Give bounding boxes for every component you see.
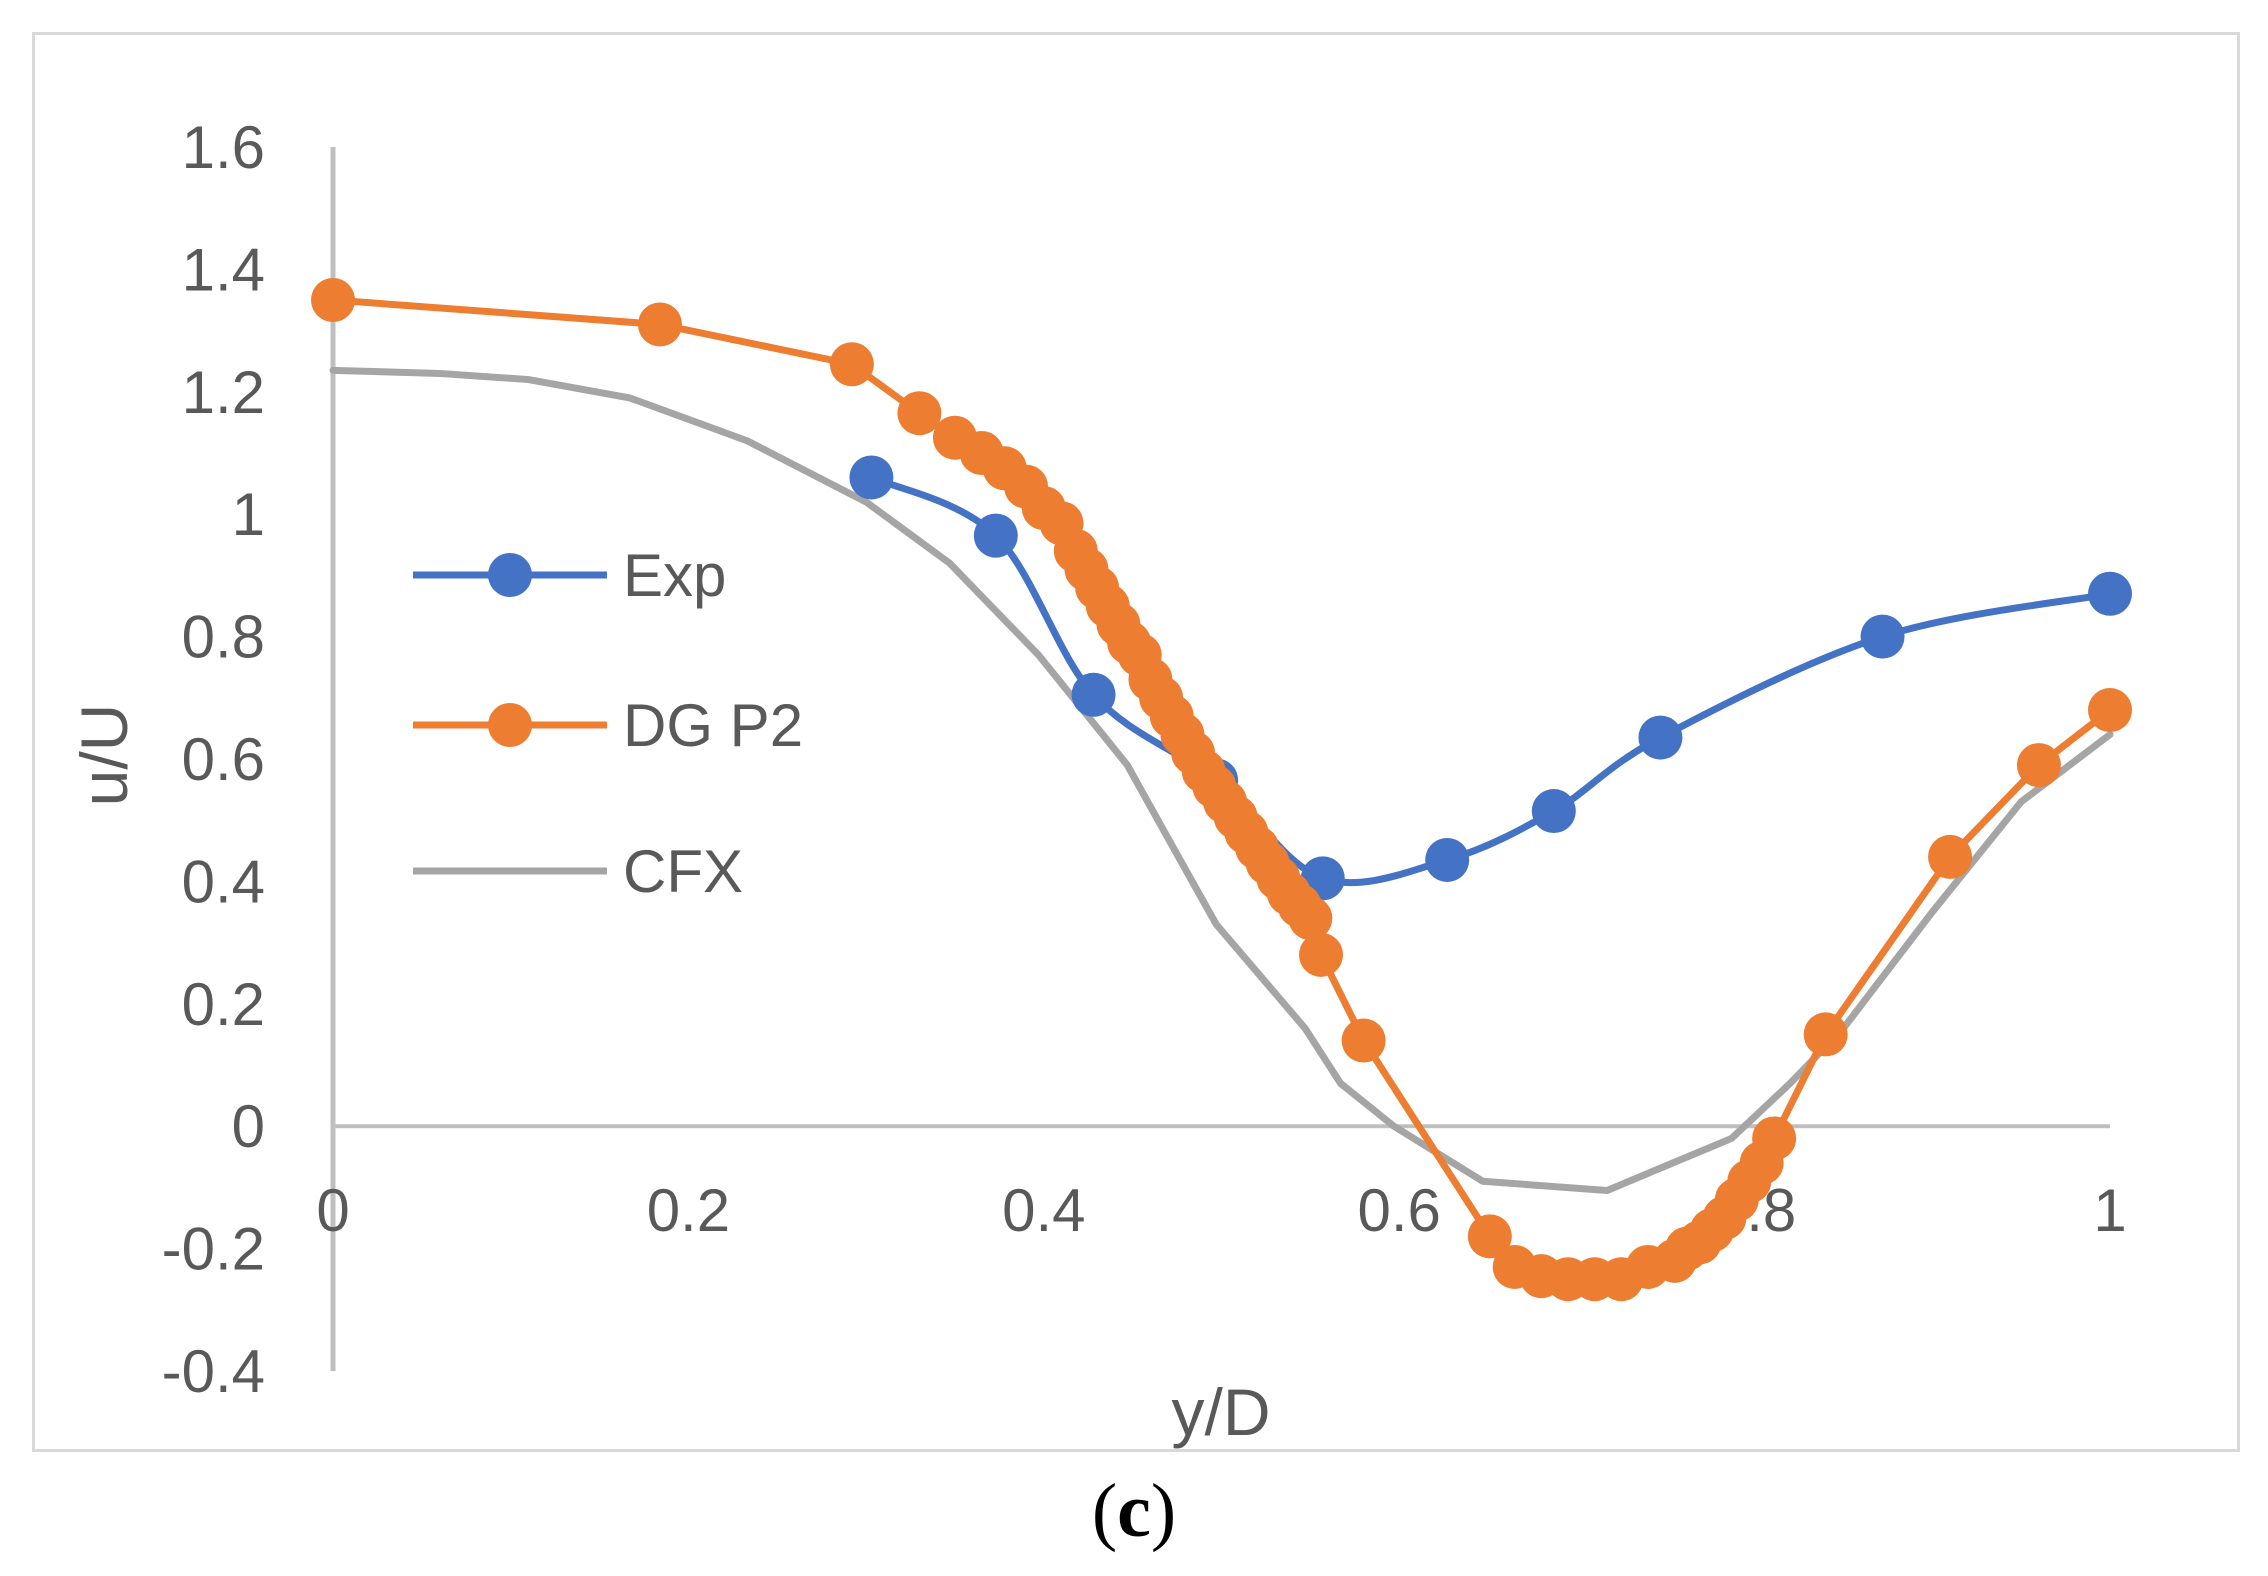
data-point-dg-p2 xyxy=(311,278,355,322)
legend-label-exp: Exp xyxy=(623,542,726,609)
legend: Exp DG P2 CFX xyxy=(413,542,803,905)
y-tick-label: -0.4 xyxy=(162,1338,265,1405)
legend-item-exp: Exp xyxy=(413,542,726,609)
axes-layer xyxy=(330,147,2110,1371)
x-tick-label: 0 xyxy=(316,1177,349,1244)
y-tick-label: 1.6 xyxy=(182,114,265,181)
data-point-dg-p2 xyxy=(829,342,874,387)
tick-labels: -0.4 -0.2 0 0.2 0.4 0.6 0.8 1 1.2 1.4 1.6 0 0.2 0.4 0.… xyxy=(162,114,2127,1405)
y-tick-label: 1.4 xyxy=(182,236,265,303)
data-point-exp xyxy=(1638,715,1683,760)
y-tick-label: 0 xyxy=(232,1093,265,1160)
x-tick-label: 0.4 xyxy=(1002,1177,1085,1244)
series-line-exp xyxy=(867,473,2114,887)
data-point-dg-p2 xyxy=(2088,688,2132,733)
data-point-dg-p2 xyxy=(897,391,942,436)
figure-caption: (c) xyxy=(0,1468,2268,1555)
data-point-exp xyxy=(1071,672,1116,717)
chart-plot: -0.4 -0.2 0 0.2 0.4 0.6 0.8 1 1.2 1.4 1.6 0 0.2 0.4 0.… xyxy=(67,114,2132,1449)
data-point-exp xyxy=(1425,837,1470,882)
y-tick-label: -0.2 xyxy=(162,1216,265,1283)
y-axis-title: u/U xyxy=(67,704,141,807)
data-point-dg-p2 xyxy=(1341,1018,1386,1063)
data-point-exp xyxy=(973,513,1018,558)
data-point-dg-p2 xyxy=(1752,1116,1797,1161)
series-layer xyxy=(311,278,2132,1302)
x-tick-label: 1 xyxy=(2093,1177,2126,1244)
chart-frame: -0.4 -0.2 0 0.2 0.4 0.6 0.8 1 1.2 1.4 1.6 0 0.2 0.4 0.… xyxy=(32,32,2240,1452)
legend-item-dg-p2: DG P2 xyxy=(413,692,803,759)
x-axis-title: y/D xyxy=(1172,1375,1271,1449)
data-point-exp xyxy=(849,455,894,500)
data-point-dg-p2 xyxy=(1803,1012,1848,1057)
x-tick-label: 0.6 xyxy=(1357,1177,1440,1244)
data-point-exp xyxy=(2088,571,2132,616)
data-point-dg-p2 xyxy=(637,302,682,347)
data-point-dg-p2 xyxy=(1467,1214,1512,1259)
y-tick-label: 1.2 xyxy=(182,359,265,426)
series-dg-p2 xyxy=(311,278,2132,1302)
y-tick-label: 0.6 xyxy=(182,726,265,793)
caption-open: ( xyxy=(1091,1469,1118,1553)
data-point-exp xyxy=(1531,789,1576,834)
y-tick-label: 1 xyxy=(232,481,265,548)
legend-label-cfx: CFX xyxy=(623,838,743,905)
y-tick-label: 0.2 xyxy=(182,971,265,1038)
x-tick-label: 0.2 xyxy=(647,1177,730,1244)
legend-label-dg-p2: DG P2 xyxy=(623,692,803,759)
data-point-dg-p2 xyxy=(1928,834,1973,879)
legend-marker-dg-p2 xyxy=(488,703,532,747)
legend-item-cfx: CFX xyxy=(413,838,743,905)
caption-close: ) xyxy=(1150,1469,1177,1553)
data-point-dg-p2 xyxy=(1288,896,1333,941)
data-point-exp xyxy=(1860,614,1905,659)
y-tick-label: 0.4 xyxy=(182,848,265,915)
data-point-dg-p2 xyxy=(2016,743,2061,788)
caption-letter: c xyxy=(1117,1469,1151,1553)
data-point-dg-p2 xyxy=(1299,932,1344,977)
legend-marker-exp xyxy=(488,553,532,597)
y-tick-label: 0.8 xyxy=(182,604,265,671)
